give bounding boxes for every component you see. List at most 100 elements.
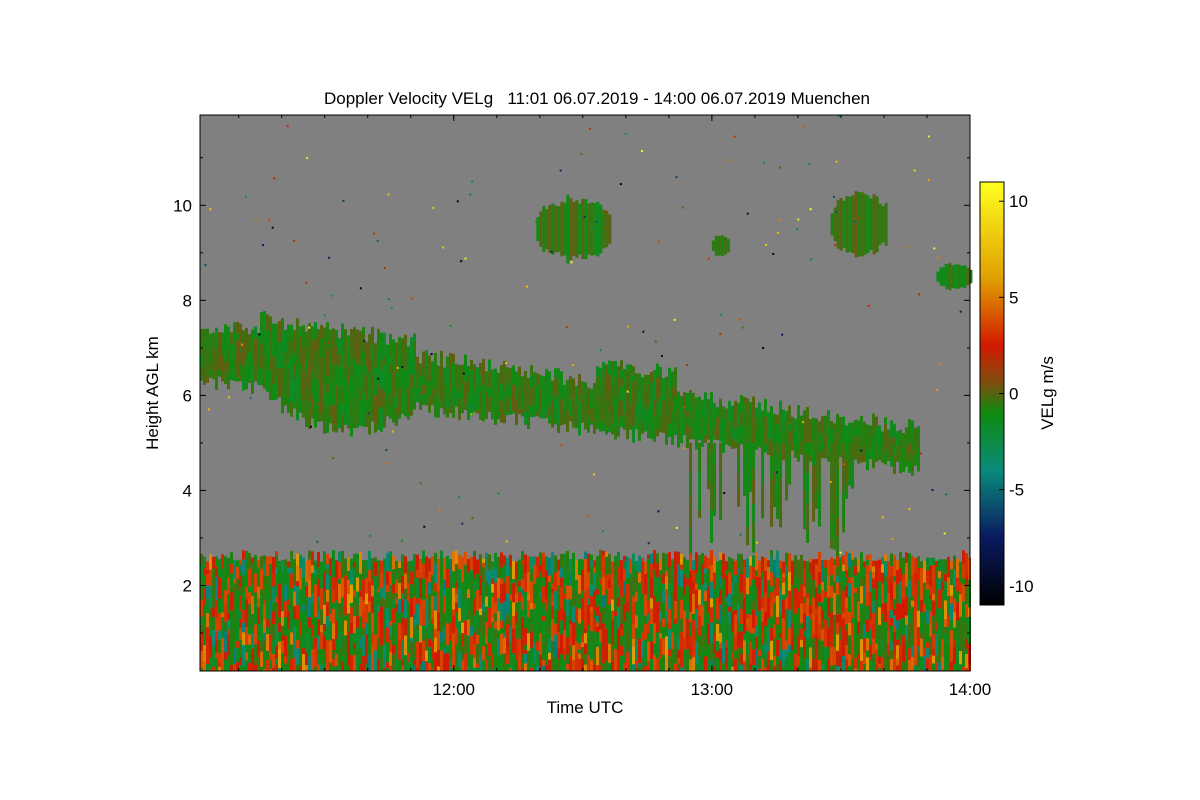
velocity-cell [746, 472, 750, 498]
velocity-cell [602, 640, 605, 649]
velocity-cell [581, 642, 584, 648]
velocity-cell [551, 605, 554, 620]
velocity-cell [329, 416, 332, 424]
velocity-cell [353, 368, 356, 385]
velocity-cell [836, 517, 840, 537]
velocity-cell [401, 640, 404, 660]
velocity-cell [215, 630, 218, 641]
velocity-cell [428, 663, 431, 671]
velocity-cell [260, 615, 263, 625]
velocity-cell [344, 558, 347, 576]
velocity-cell [506, 637, 509, 648]
velocity-speckle [316, 402, 319, 405]
velocity-cell [818, 509, 822, 527]
velocity-cell [698, 509, 702, 518]
velocity-cell [392, 339, 395, 355]
velocity-cell [554, 605, 557, 610]
velocity-cell [839, 601, 842, 615]
velocity-cell [206, 569, 209, 575]
velocity-cell [716, 640, 719, 648]
velocity-cell [575, 591, 578, 608]
velocity-cell [851, 657, 854, 671]
velocity-cell [239, 611, 242, 620]
velocity-cell [815, 564, 818, 572]
velocity-speckle [550, 250, 553, 253]
velocity-cell [578, 559, 581, 576]
velocity-cell [638, 658, 641, 664]
velocity-cell [299, 371, 302, 395]
velocity-cell [854, 191, 858, 258]
velocity-cell [263, 555, 266, 563]
velocity-cell [377, 637, 380, 647]
velocity-cell [398, 561, 401, 569]
velocity-cell [707, 399, 710, 425]
velocity-cell [314, 338, 317, 352]
velocity-cell [626, 651, 629, 671]
velocity-cell [377, 328, 380, 349]
velocity-cell [677, 663, 680, 669]
velocity-cell [437, 558, 440, 579]
velocity-cell [872, 413, 875, 435]
velocity-cell [578, 658, 581, 671]
velocity-cell [398, 568, 401, 584]
velocity-cell [944, 573, 947, 582]
velocity-cell [908, 553, 911, 563]
velocity-cell [737, 473, 741, 482]
velocity-cell [929, 598, 932, 612]
velocity-cell [815, 587, 818, 609]
velocity-cell [356, 553, 359, 560]
velocity-cell [266, 584, 269, 598]
velocity-cell [539, 387, 542, 411]
velocity-cell [422, 394, 425, 406]
velocity-cell [614, 611, 617, 616]
velocity-cell [782, 594, 785, 600]
velocity-speckle [442, 246, 445, 249]
velocity-cell [926, 570, 929, 577]
velocity-cell [551, 589, 554, 594]
velocity-cell [638, 563, 641, 573]
velocity-cell [260, 368, 263, 386]
velocity-cell [512, 633, 515, 654]
velocity-cell [431, 361, 434, 380]
velocity-cell [245, 627, 248, 645]
velocity-cell [773, 597, 776, 603]
velocity-cell [218, 356, 221, 370]
velocity-cell [335, 654, 338, 666]
velocity-cell [434, 563, 437, 584]
velocity-cell [665, 610, 668, 623]
velocity-cell [218, 369, 221, 377]
velocity-speckle [305, 281, 308, 284]
velocity-cell [731, 631, 734, 647]
velocity-cell [845, 590, 848, 598]
velocity-cell [266, 659, 269, 671]
velocity-cell [731, 611, 734, 632]
velocity-cell [830, 213, 834, 236]
velocity-cell [605, 603, 608, 614]
velocity-cell [278, 649, 281, 669]
velocity-cell [677, 599, 680, 612]
velocity-cell [590, 408, 593, 422]
velocity-cell [800, 554, 803, 565]
velocity-cell [863, 586, 866, 597]
velocity-cell [389, 396, 392, 404]
velocity-cell [443, 391, 446, 399]
velocity-cell [278, 320, 281, 343]
velocity-cell [275, 578, 278, 598]
velocity-cell [275, 323, 278, 344]
velocity-cell [440, 583, 443, 602]
velocity-cell [263, 338, 266, 357]
velocity-cell [542, 665, 545, 671]
velocity-cell [443, 653, 446, 671]
velocity-cell [851, 618, 854, 624]
velocity-cell [575, 652, 578, 671]
velocity-cell [596, 642, 599, 647]
velocity-cell [953, 663, 956, 671]
velocity-cell [407, 412, 410, 420]
velocity-cell [761, 442, 765, 455]
velocity-cell [389, 364, 392, 374]
velocity-cell [515, 638, 518, 661]
velocity-cell [794, 613, 797, 632]
velocity-cell [515, 594, 518, 604]
velocity-cell [620, 416, 623, 423]
